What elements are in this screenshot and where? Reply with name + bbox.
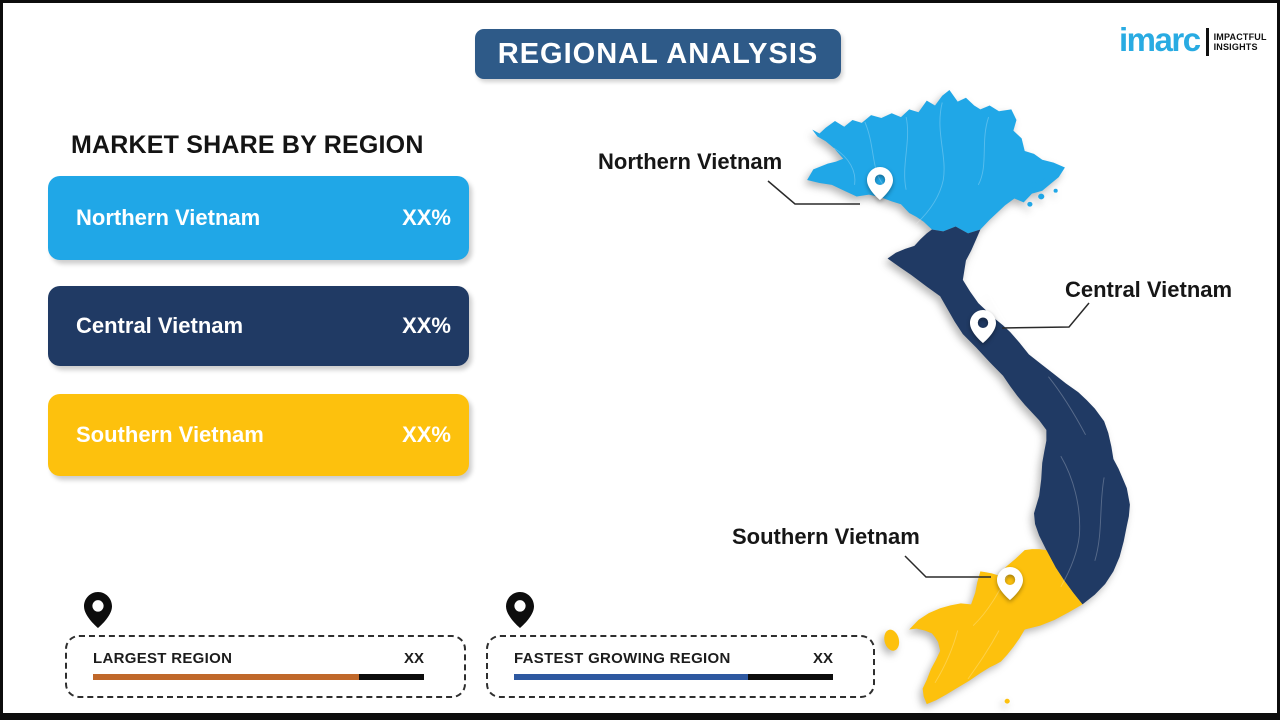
largest-region-label: LARGEST REGION — [93, 650, 233, 667]
fastest-growing-region-value: XX — [812, 650, 833, 667]
share-bar-value: XX% — [402, 313, 451, 338]
largest-region-bar-fill — [93, 674, 360, 680]
legend-pins — [84, 592, 535, 628]
vietnam-map — [807, 89, 1130, 705]
share-bar-northern: Northern Vietnam XX% — [48, 176, 469, 260]
logo-tagline-line1: IMPACTFUL — [1213, 31, 1267, 42]
map-region-central — [887, 226, 1130, 605]
share-bar-label: Northern Vietnam — [76, 205, 261, 230]
callout-label-central: Central Vietnam — [1065, 277, 1233, 302]
largest-region-bar — [93, 674, 424, 680]
callout-label-northern: Northern Vietnam — [598, 149, 783, 174]
fastest-growing-region-bar-fill — [514, 674, 749, 680]
fastest-growing-region-box: FASTEST GROWING REGION XX — [486, 635, 875, 698]
market-share-heading: MARKET SHARE BY REGION — [71, 131, 424, 159]
page-title-banner: REGIONAL ANALYSIS — [475, 29, 841, 79]
page-title: REGIONAL ANALYSIS — [497, 37, 819, 70]
share-bar-value: XX% — [402, 422, 451, 447]
callout-label-southern: Southern Vietnam — [732, 524, 920, 549]
share-bar-southern: Southern Vietnam XX% — [48, 394, 469, 476]
logo-tagline: IMPACTFUL INSIGHTS — [1214, 32, 1267, 52]
imarc-logo: imarc IMPACTFUL INSIGHTS — [1119, 23, 1267, 56]
map-region-north — [807, 89, 1065, 234]
logo-wordmark: imarc — [1119, 21, 1201, 58]
share-bar-central: Central Vietnam XX% — [48, 286, 469, 366]
largest-region-value: XX — [403, 650, 424, 667]
location-pin-icon-largest — [84, 592, 113, 628]
map-south-islands — [884, 629, 1010, 704]
share-bar-value: XX% — [402, 205, 451, 230]
fastest-growing-region-bar — [514, 674, 833, 680]
fastest-growing-region-label: FASTEST GROWING REGION — [514, 650, 731, 667]
logo-tagline-line2: INSIGHTS — [1213, 41, 1258, 52]
map-region-south — [909, 549, 1083, 705]
share-bar-label: Central Vietnam — [76, 313, 244, 338]
location-pin-icon-fastest — [506, 592, 535, 628]
share-bar-label: Southern Vietnam — [76, 422, 264, 447]
largest-region-box: LARGEST REGION XX — [65, 635, 466, 698]
map-north-islands — [1027, 177, 1058, 207]
logo-divider — [1205, 27, 1209, 56]
